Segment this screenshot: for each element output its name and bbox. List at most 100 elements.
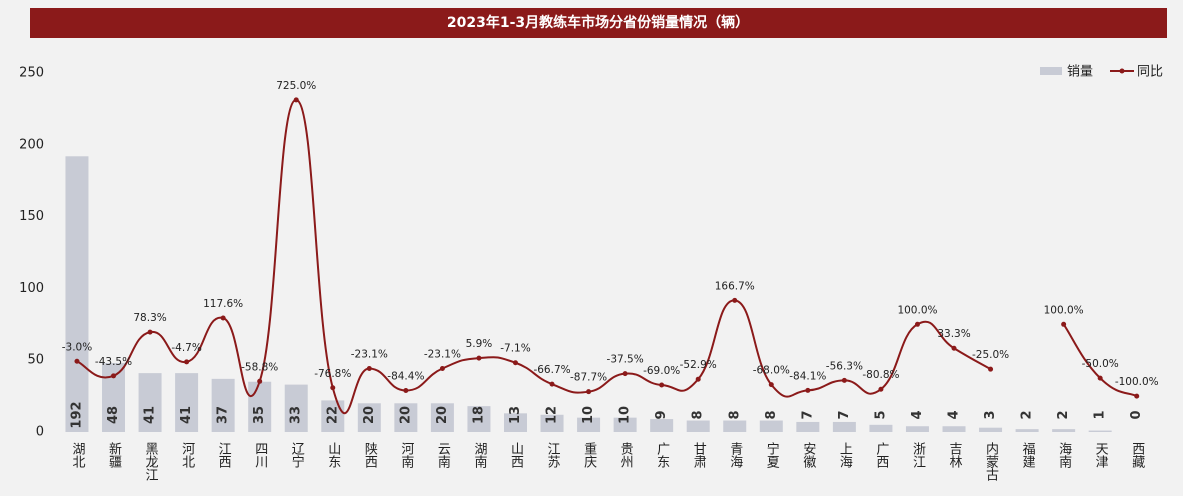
bar-value-label: 7 (837, 410, 852, 419)
legend-label: 销量 (1067, 65, 1093, 80)
y-tick-label: 50 (27, 353, 44, 368)
bar-value-label: 10 (581, 406, 596, 424)
line (76, 98, 1138, 415)
bar-value-label: 20 (435, 406, 450, 424)
line-point (366, 365, 372, 371)
line-point (914, 321, 920, 327)
x-tick-label: 海南 (1056, 442, 1072, 468)
x-tick-label: 湖南 (471, 442, 487, 468)
x-tick-label: 陕西 (362, 442, 378, 468)
line-value-label: -68.0% (753, 365, 790, 377)
line-point (147, 329, 153, 335)
x-tick-label: 贵州 (618, 442, 634, 468)
bar-value-label: 5 (873, 410, 888, 419)
x-tick-label: 云南 (435, 442, 451, 468)
line-value-label: 100.0% (897, 304, 937, 316)
bar-value-label: 20 (398, 406, 413, 424)
line-value-label: -84.1% (789, 370, 826, 382)
line-value-label: -43.5% (95, 356, 132, 368)
bar-value-label: 12 (545, 406, 560, 424)
bar-value-label: 13 (508, 406, 523, 424)
bar-value-label: 9 (654, 410, 669, 419)
line-point (988, 366, 994, 372)
bar (979, 427, 1003, 432)
line-value-label: 117.6% (203, 298, 243, 310)
line-value-label: -37.5% (607, 354, 644, 366)
x-tick-label: 安徽 (800, 442, 816, 468)
line-value-label: 5.9% (466, 338, 493, 350)
x-tick-label: 上海 (837, 442, 853, 468)
bar-value-label: 41 (179, 406, 194, 424)
x-tick-label: 宁夏 (764, 441, 780, 468)
x-tick-label: 辽宁 (289, 442, 305, 468)
x-tick-label: 吉林 (947, 442, 963, 468)
x-tick-label: 浙江 (910, 442, 926, 468)
x-tick-label: 河北 (179, 442, 195, 469)
chart-title: 2023年1-3月教练车市场分省份销量情况（辆） (447, 14, 749, 31)
line-value-label: -23.1% (351, 348, 388, 360)
line-value-label: -52.9% (680, 359, 717, 371)
line-point (586, 389, 592, 395)
x-tick-label: 黑龙江 (143, 442, 159, 481)
bar-value-label: 22 (325, 406, 340, 424)
line-value-label: 725.0% (276, 80, 316, 92)
line-value-label: -87.7% (570, 372, 607, 384)
bar (430, 403, 454, 432)
bar-value-label: 35 (252, 406, 267, 424)
legend-label: 同比 (1137, 65, 1163, 80)
line-point (220, 315, 226, 321)
bar (467, 406, 491, 432)
line-point (1134, 393, 1140, 399)
bar-value-label: 1 (1093, 410, 1108, 419)
line-value-label: 33.3% (937, 328, 970, 340)
line-point (622, 371, 628, 377)
bar (577, 417, 601, 432)
bar-value-label: 48 (106, 406, 121, 424)
line-point (549, 381, 555, 387)
bar (686, 420, 710, 432)
line-value-label: 78.3% (133, 312, 166, 324)
line-point (805, 387, 811, 393)
legend-swatch (1040, 67, 1062, 75)
bar-value-label: 8 (691, 410, 706, 419)
bar (1052, 429, 1076, 432)
bar-value-label: 2 (1056, 410, 1071, 419)
bar (357, 403, 381, 432)
bar (869, 424, 893, 432)
x-tick-label: 江苏 (545, 442, 561, 468)
x-tick-label: 内蒙古 (983, 441, 999, 481)
line-value-label: -50.0% (1082, 358, 1119, 370)
line-point (293, 97, 299, 103)
title-banner (30, 8, 1167, 38)
line-point (659, 382, 665, 388)
line-value-label: -84.4% (387, 370, 424, 382)
line-point (951, 345, 957, 351)
x-tick-label: 福建 (1020, 442, 1036, 469)
y-tick-label: 100 (19, 281, 44, 296)
bar (905, 426, 929, 432)
x-tick-label: 新疆 (106, 441, 122, 468)
bar (723, 420, 747, 432)
y-tick-label: 0 (36, 425, 44, 440)
line-value-label: -80.8% (862, 369, 899, 381)
line-value-label: 100.0% (1044, 304, 1084, 316)
legend-swatch (1119, 68, 1125, 74)
bar (1015, 429, 1039, 432)
line-point (695, 376, 701, 382)
line-point (841, 377, 847, 383)
x-tick-label: 重庆 (581, 441, 597, 468)
line-point (1097, 375, 1103, 381)
bar (175, 373, 199, 432)
line-point (403, 387, 409, 393)
x-tick-label: 青海 (727, 442, 743, 468)
bar-value-label: 20 (362, 406, 377, 424)
x-tick-label: 四川 (252, 442, 268, 468)
bar-value-label: 37 (216, 406, 231, 424)
bar-value-label: 4 (947, 410, 962, 419)
bar (394, 403, 418, 432)
line-point (878, 386, 884, 392)
x-tick-label: 广西 (873, 442, 889, 468)
line-value-label: -69.0% (643, 365, 680, 377)
